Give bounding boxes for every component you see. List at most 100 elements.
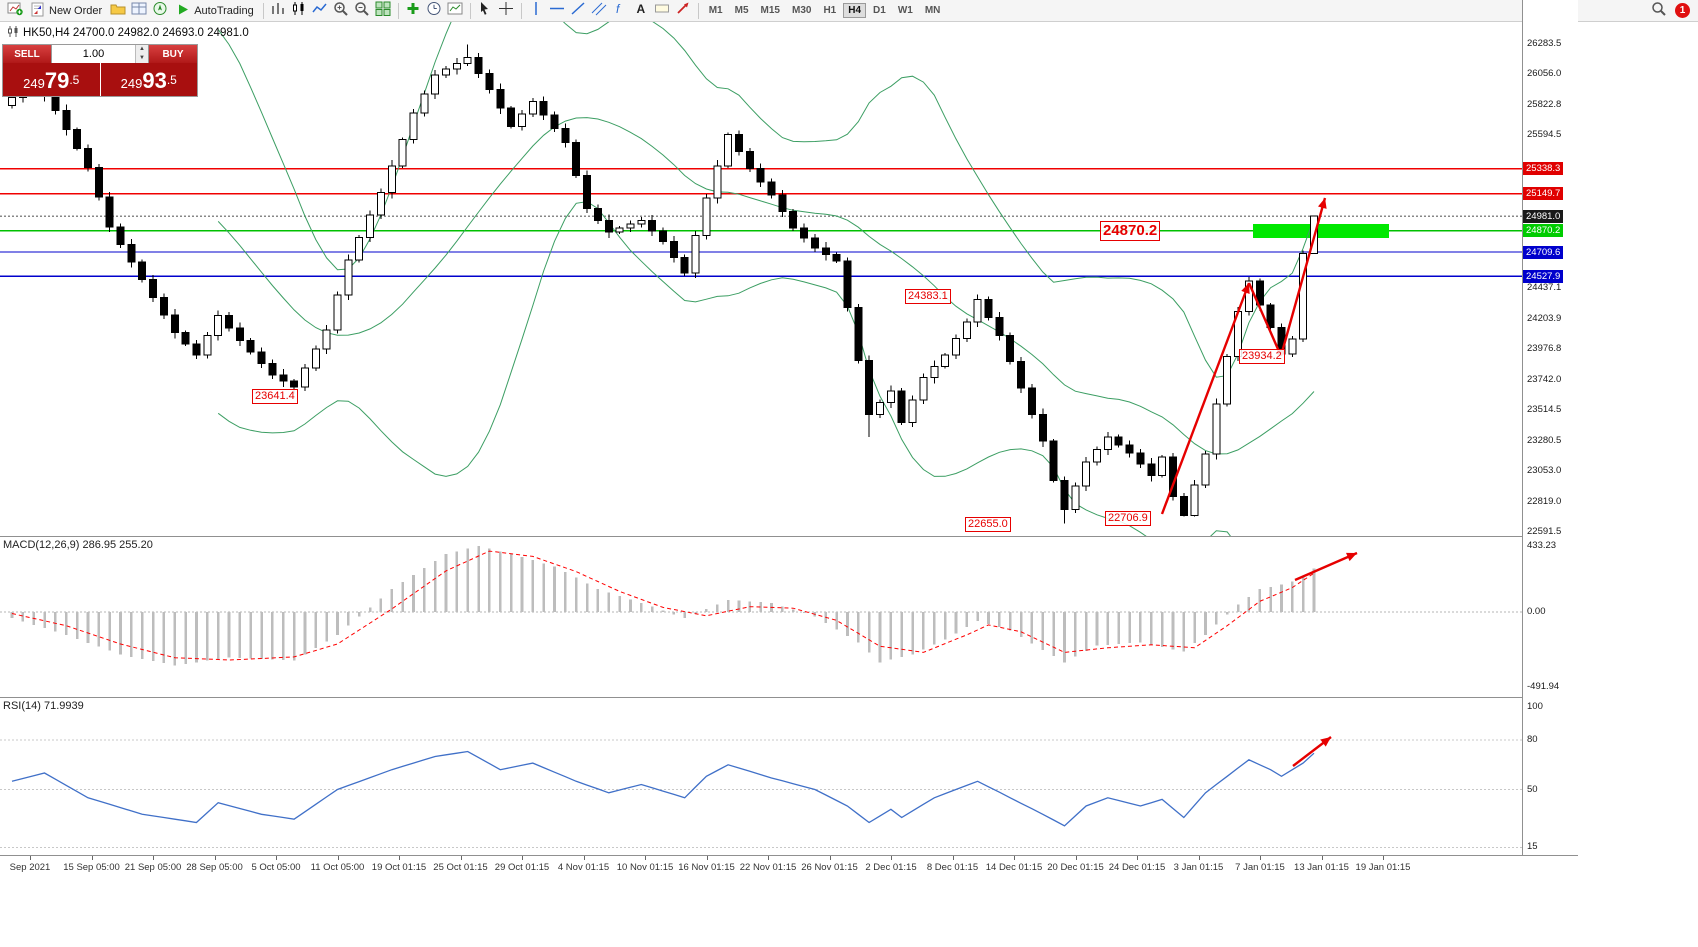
zoom-out-icon	[354, 1, 370, 21]
text-icon: A	[633, 1, 649, 21]
trend-arrow-head	[1346, 552, 1357, 562]
candle	[767, 181, 776, 196]
buy-button[interactable]: BUY	[149, 45, 197, 63]
timeframe-w1-button[interactable]: W1	[897, 5, 913, 16]
label-button[interactable]	[652, 1, 673, 20]
candle	[431, 74, 440, 95]
sell-button[interactable]: SELL	[3, 45, 51, 63]
svg-text:f: f	[616, 2, 621, 16]
time-tick-mark	[153, 856, 154, 860]
candle	[517, 113, 526, 127]
new-chart-icon	[7, 1, 23, 21]
arrow-draw-button[interactable]	[673, 1, 694, 20]
candle	[181, 332, 190, 345]
fibonacci-button[interactable]: f	[610, 1, 631, 20]
cursor-arrow-button[interactable]	[475, 1, 496, 20]
text-button[interactable]: A	[631, 1, 652, 20]
time-tick: 10 Nov 01:15	[616, 862, 674, 873]
templates-button[interactable]	[445, 1, 466, 20]
panel-separator[interactable]	[0, 697, 1578, 698]
candle	[908, 399, 917, 423]
price-tick: 23514.5	[1527, 404, 1562, 415]
candle	[83, 147, 92, 168]
candle	[1060, 480, 1069, 511]
buy-price[interactable]: 249 93.5	[100, 63, 197, 96]
rsi-panel-canvas[interactable]	[0, 697, 1522, 855]
zoom-in-button[interactable]	[331, 1, 352, 20]
candle	[409, 112, 418, 141]
timeframe-m15-button[interactable]: M15	[760, 5, 780, 16]
price-axis[interactable]: 26283.5 26056.0 25822.8 25594.5 24437.1 24203…	[1522, 0, 1578, 875]
volume-input[interactable]	[52, 45, 135, 63]
timeframe-mn-button[interactable]: MN	[924, 5, 941, 16]
new-chart-button[interactable]	[4, 1, 25, 20]
arrow-draw-icon	[675, 1, 691, 21]
candle	[1190, 484, 1199, 517]
candle	[778, 194, 787, 213]
candle	[941, 354, 950, 367]
macd-scale-tick: -491.94	[1527, 681, 1560, 692]
time-tick: 16 Nov 01:15	[678, 862, 735, 873]
candle	[919, 377, 928, 401]
sell-price[interactable]: 249 79.5	[3, 63, 100, 96]
price-tag: 24709.6	[1523, 245, 1564, 259]
bar-chart-button[interactable]	[268, 1, 289, 20]
timeframe-m30-button[interactable]: M30	[791, 5, 812, 16]
timeframe-d1-button[interactable]: D1	[873, 5, 886, 16]
channel-button[interactable]	[589, 1, 610, 20]
candle	[138, 261, 147, 281]
candle	[604, 219, 613, 233]
candle	[615, 227, 624, 233]
horizontal-line-button[interactable]	[547, 1, 568, 20]
candle	[192, 343, 201, 356]
zoom-out-button[interactable]	[352, 1, 373, 20]
new-order-button[interactable]: New Order	[25, 1, 107, 20]
candle	[268, 362, 277, 376]
vertical-line-icon	[528, 1, 544, 21]
candle	[1223, 355, 1232, 405]
periods-clock-button[interactable]	[424, 1, 445, 20]
toolbar-separator	[520, 2, 522, 19]
candle	[951, 338, 960, 356]
line-chart-button[interactable]	[310, 1, 331, 20]
notification-badge[interactable]: 1	[1675, 3, 1690, 18]
time-axis[interactable]: Sep 2021 15 Sep 05:00 21 Sep 05:00 28 Sep 0…	[0, 855, 1578, 875]
search-button[interactable]	[1648, 1, 1669, 20]
time-tick-mark	[1075, 856, 1077, 860]
price-tick: 24437.1	[1527, 282, 1562, 294]
timeframe-h4-button[interactable]: H4	[843, 3, 867, 18]
candlestick-chart-button[interactable]	[289, 1, 310, 20]
label-icon	[654, 1, 670, 21]
trendline-button[interactable]	[568, 1, 589, 20]
candle	[463, 57, 472, 64]
market-watch-button[interactable]	[128, 1, 149, 20]
candle	[756, 168, 765, 183]
profiles-button[interactable]	[107, 1, 128, 20]
candle	[507, 107, 516, 127]
price-tag: 24527.9	[1523, 269, 1564, 283]
panel-separator[interactable]	[0, 536, 1578, 537]
timeframe-h1-button[interactable]: H1	[823, 5, 837, 16]
vertical-line-button[interactable]	[526, 1, 547, 20]
timeframe-m1-button[interactable]: M1	[708, 5, 723, 16]
candle	[626, 223, 635, 229]
autotrading-button[interactable]: AutoTrading	[170, 1, 259, 20]
bollinger-lower-band	[217, 201, 1231, 536]
candle	[344, 259, 353, 296]
candle	[550, 114, 559, 130]
time-tick: 20 Dec 01:15	[1047, 862, 1104, 873]
candle	[648, 219, 657, 232]
navigator-button[interactable]	[149, 1, 170, 20]
candle	[311, 348, 320, 369]
trendline-icon	[570, 1, 586, 21]
tile-windows-button[interactable]	[373, 1, 394, 20]
crosshair-button[interactable]	[496, 1, 517, 20]
main-chart-canvas[interactable]	[0, 22, 1522, 536]
macd-panel-canvas[interactable]	[0, 536, 1522, 697]
timeframe-m5-button[interactable]: M5	[734, 5, 749, 16]
volume-down-icon[interactable]: ▼	[136, 54, 148, 63]
volume-up-icon[interactable]: ▲	[136, 45, 148, 54]
candle	[724, 133, 733, 167]
candle	[1017, 361, 1026, 389]
indicators-add-button[interactable]	[403, 1, 424, 20]
